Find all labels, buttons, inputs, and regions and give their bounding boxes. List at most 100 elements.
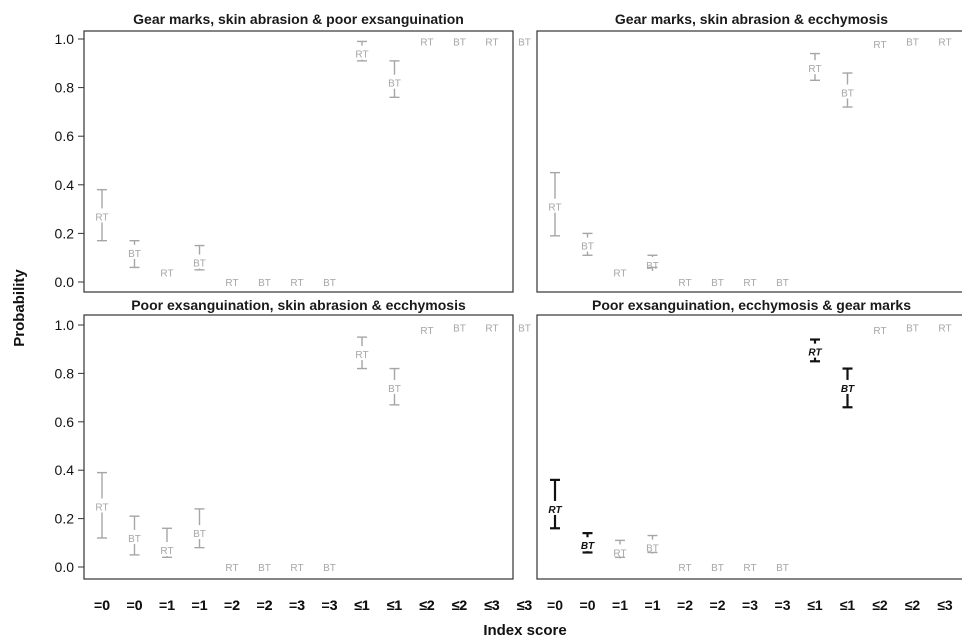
y-tick-label: 1.0 <box>55 31 75 47</box>
x-tick-label: =3 <box>322 597 338 613</box>
x-tick-label: ≤2 <box>452 597 468 613</box>
x-tick-label: ≤3 <box>484 597 500 613</box>
x-tick-label: =0 <box>580 597 596 613</box>
x-tick-label: =0 <box>127 597 143 613</box>
point-marker: BT <box>841 384 855 395</box>
x-tick-label: =3 <box>322 597 338 613</box>
panel-title: Poor exsanguination, skin abrasion & ecc… <box>131 297 466 313</box>
x-tick-label: =2 <box>224 597 240 613</box>
y-tick-label: 0.4 <box>55 177 75 193</box>
point-marker: BT <box>128 534 141 545</box>
point-marker: BT <box>518 37 531 48</box>
x-tick-label: =0 <box>547 597 563 613</box>
y-tick-label: 0.2 <box>55 511 75 527</box>
x-tick-label: ≤1 <box>354 597 370 613</box>
panel-4: Poor exsanguination, ecchymosis & gear m… <box>536 297 962 613</box>
x-tick-label: ≤1 <box>387 597 403 613</box>
x-tick-label: ≤1 <box>387 597 403 613</box>
point-marker: RT <box>613 268 626 279</box>
point-marker: RT <box>678 278 691 289</box>
y-tick-label: 0.8 <box>55 365 75 381</box>
point-marker: BT <box>128 249 141 260</box>
point-marker: RT <box>743 278 756 289</box>
x-tick-label: =2 <box>257 597 273 613</box>
point-marker: BT <box>906 37 919 48</box>
panel-frame <box>83 314 514 580</box>
point-marker: BT <box>193 529 206 540</box>
point-marker: RT <box>420 326 433 337</box>
point-marker: RT <box>485 37 498 48</box>
x-tick-label: =3 <box>289 597 305 613</box>
x-tick-label: ≤2 <box>872 597 888 613</box>
x-tick-label: ≤1 <box>354 597 370 613</box>
point-marker: RT <box>873 326 886 337</box>
x-tick-label: ≤2 <box>452 597 468 613</box>
point-marker: RT <box>938 323 951 334</box>
x-tick-label: =2 <box>677 597 693 613</box>
point-marker: RT <box>355 50 368 61</box>
point-marker: BT <box>646 544 659 555</box>
point-marker: RT <box>225 278 238 289</box>
panel-title: Gear marks, skin abrasion & ecchymosis <box>615 11 888 27</box>
x-tick-label: =3 <box>289 597 305 613</box>
x-tick-label: =0 <box>127 597 143 613</box>
point-marker: RT <box>613 548 626 559</box>
panel-title: Gear marks, skin abrasion & poor exsangu… <box>133 11 464 27</box>
x-tick-label: =3 <box>775 597 791 613</box>
x-axis-label: Index score <box>483 622 566 639</box>
x-tick-label: =2 <box>710 597 726 613</box>
point-marker: RT <box>420 37 433 48</box>
point-marker: RT <box>938 37 951 48</box>
point-marker: RT <box>873 40 886 51</box>
y-tick-label: 0.0 <box>55 559 75 575</box>
point-marker: RT <box>95 503 108 514</box>
point-marker: RT <box>355 350 368 361</box>
x-tick-label: ≤3 <box>484 597 500 613</box>
y-tick-label: 0.4 <box>55 462 75 478</box>
x-tick-label: =1 <box>159 597 175 613</box>
y-tick-label: 1.0 <box>55 317 75 333</box>
panel-title: Poor exsanguination, ecchymosis & gear m… <box>592 297 911 313</box>
panel-frame <box>536 30 962 293</box>
point-marker: BT <box>581 242 594 253</box>
point-marker: RT <box>678 563 691 574</box>
panel-2: Gear marks, skin abrasion & ecchymosis RT… <box>536 11 962 293</box>
panel-3: Poor exsanguination, skin abrasion & ecc… <box>55 297 533 613</box>
point-marker: BT <box>581 541 595 552</box>
point-marker: RT <box>548 203 561 214</box>
x-tick-label: =1 <box>192 597 208 613</box>
point-marker: BT <box>518 323 531 334</box>
point-marker: BT <box>906 323 919 334</box>
x-tick-label: =1 <box>645 597 661 613</box>
point-marker: RT <box>95 212 108 223</box>
x-tick-label: =2 <box>224 597 240 613</box>
x-tick-label: =2 <box>257 597 273 613</box>
point-marker: BT <box>323 278 336 289</box>
x-tick-label: =3 <box>742 597 758 613</box>
panel-frame <box>83 30 514 293</box>
point-marker: RT <box>290 563 303 574</box>
x-tick-label: ≤3 <box>517 597 533 613</box>
point-marker: BT <box>711 563 724 574</box>
point-marker: RT <box>290 278 303 289</box>
point-marker: RT <box>808 64 821 75</box>
y-tick-label: 0.6 <box>55 128 75 144</box>
point-marker: RT <box>225 563 238 574</box>
point-marker: BT <box>776 563 789 574</box>
y-tick-label: 0.8 <box>55 80 75 96</box>
x-tick-label: ≤3 <box>937 597 953 613</box>
x-tick-label: ≤2 <box>905 597 921 613</box>
x-tick-label: =1 <box>192 597 208 613</box>
y-axis-label: Probability <box>11 269 28 347</box>
point-marker: RT <box>160 546 173 557</box>
point-marker: RT <box>743 563 756 574</box>
x-tick-label: ≤1 <box>807 597 823 613</box>
point-marker: BT <box>646 261 659 272</box>
x-tick-label: ≤2 <box>419 597 435 613</box>
point-marker: BT <box>776 278 789 289</box>
x-tick-label: =1 <box>612 597 628 613</box>
point-marker: BT <box>388 384 401 395</box>
y-tick-label: 0.2 <box>55 225 75 241</box>
point-marker: RT <box>808 348 822 359</box>
